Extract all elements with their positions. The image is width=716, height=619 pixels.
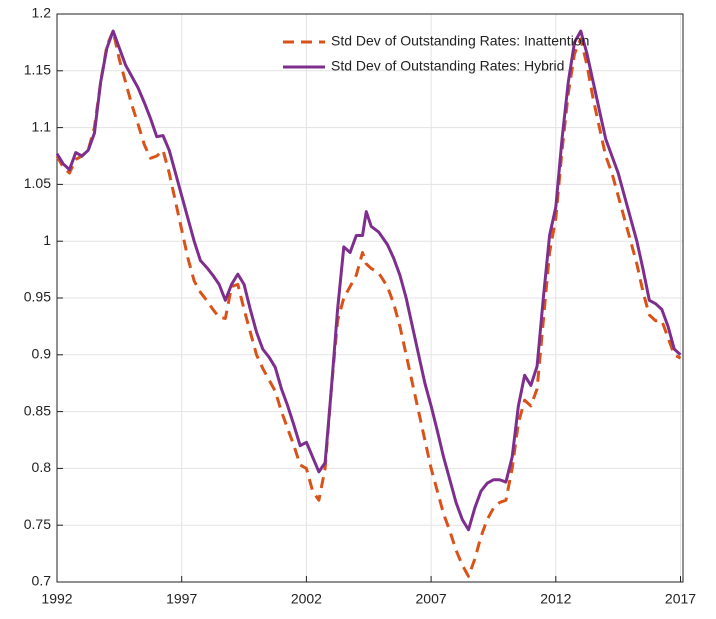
- plot-frame: [56, 13, 684, 583]
- y-tick-label: 1.1: [32, 118, 52, 134]
- series-line: [55, 29, 682, 578]
- y-tick-label: 0.9: [32, 346, 52, 362]
- legend-label: Std Dev of Outstanding Rates: Hybrid: [331, 58, 564, 74]
- x-tick-label: 2017: [665, 591, 696, 607]
- y-tick-label: 1.05: [24, 175, 51, 191]
- y-tick-label: 0.75: [24, 516, 51, 532]
- y-tick-label: 1.2: [32, 5, 52, 21]
- y-tick-label: 0.7: [32, 573, 52, 589]
- x-tick-label: 2002: [291, 591, 322, 607]
- y-tick-label: 0.8: [32, 459, 52, 475]
- y-tick-label: 0.85: [24, 402, 51, 418]
- series-line: [55, 29, 682, 532]
- y-tick-label: 1: [43, 232, 51, 248]
- x-tick-label: 1997: [166, 591, 197, 607]
- y-tick-label: 0.95: [24, 289, 51, 305]
- y-tick-label: 1.15: [24, 62, 51, 78]
- x-tick-label: 1992: [41, 591, 72, 607]
- x-tick-label: 2007: [416, 591, 447, 607]
- legend-label: Std Dev of Outstanding Rates: Inattentio…: [331, 33, 589, 49]
- x-tick-label: 2012: [540, 591, 571, 607]
